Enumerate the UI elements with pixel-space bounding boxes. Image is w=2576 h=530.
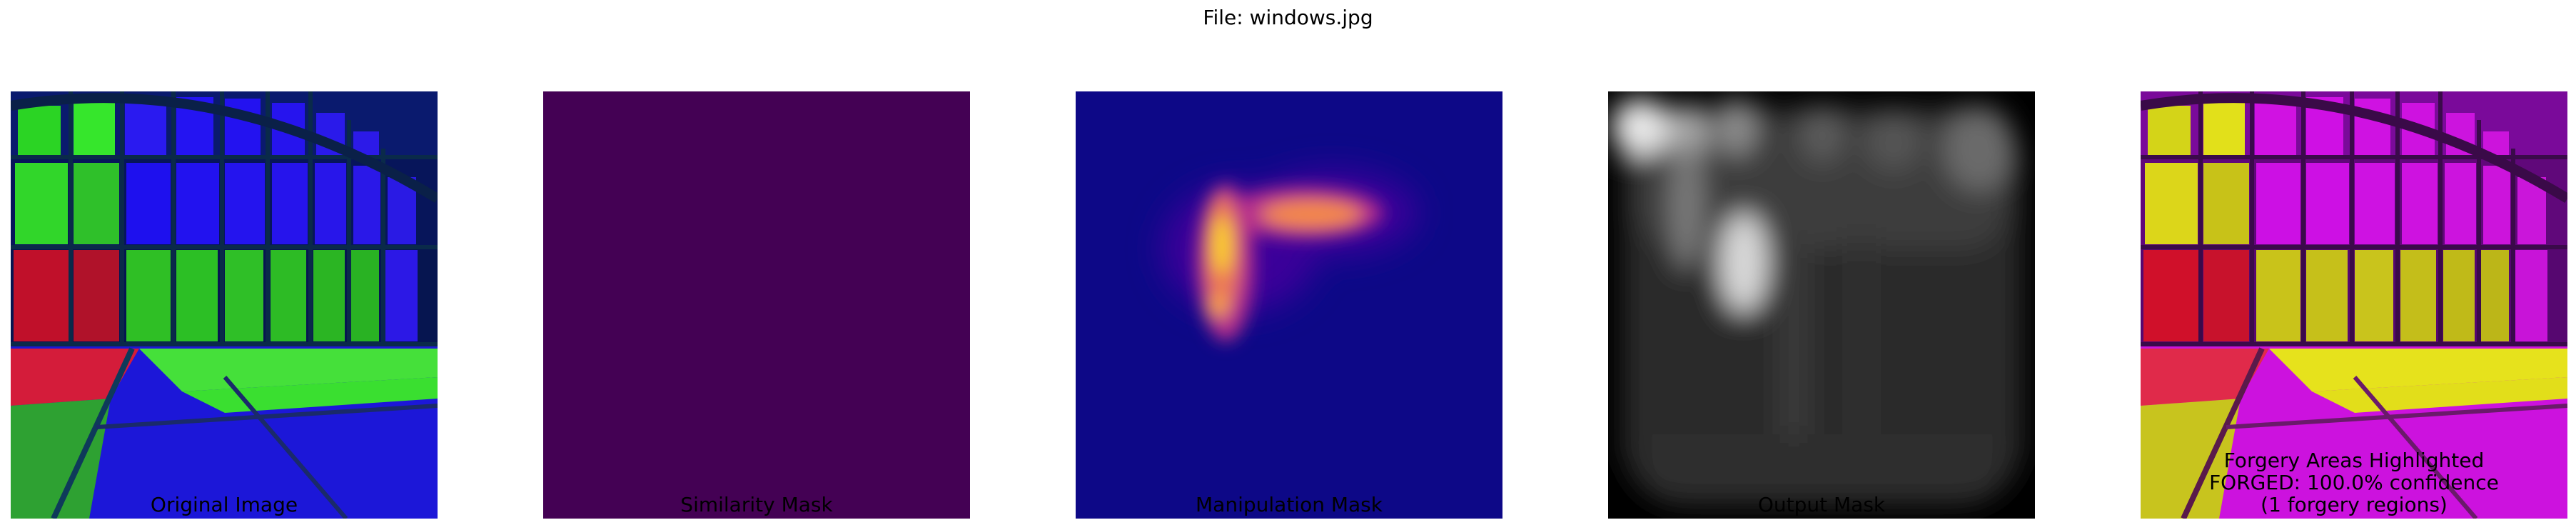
figure-title: File: windows.jpg [1203,6,1373,29]
panel-title: Original Image [0,494,480,516]
panel-similarity-mask: Similarity Mask [543,91,970,519]
panel-forgery-highlight: Forgery Areas Highlighted FORGED: 100.0%… [2141,91,2567,519]
panel-title: Similarity Mask [500,494,1013,516]
panel-original-image: Original Image [11,91,438,519]
panel-title: Forgery Areas Highlighted FORGED: 100.0%… [2098,449,2576,516]
similarity-mask-image [543,91,970,519]
panel-title-line: Output Mask [1757,493,1886,516]
panel-title-line: Forgery Areas Highlighted [2223,449,2485,472]
panel-title: Output Mask [1565,494,2078,516]
output-mask-image [1608,91,2035,519]
panel-output-mask: Output Mask [1608,91,2035,519]
panel-title-line: Original Image [150,493,298,516]
panel-title: Manipulation Mask [1033,494,1545,516]
panel-title-line: Similarity Mask [680,493,833,516]
original-image [11,91,438,519]
forgery-highlight-image [2141,91,2567,519]
manipulation-mask-image [1076,91,1502,519]
panel-title-line: (1 forgery regions) [2261,493,2448,516]
panel-manipulation-mask: Manipulation Mask [1076,91,1502,519]
panel-title-line: FORGED: 100.0% confidence [2209,471,2499,494]
panel-title-line: Manipulation Mask [1196,493,1383,516]
